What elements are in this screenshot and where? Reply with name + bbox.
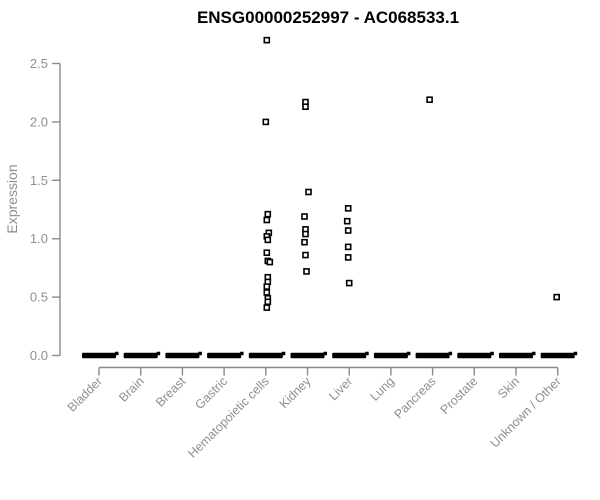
data-point (344, 227, 352, 234)
zero-expression-dash-edge (281, 351, 286, 356)
data-point (344, 243, 352, 251)
zero-expression-dash (290, 352, 325, 359)
x-category-label: Hematopoietic cells (185, 374, 272, 461)
data-point (266, 258, 274, 266)
data-point (262, 118, 270, 126)
x-category-label: Bladder (65, 374, 105, 414)
data-point (553, 293, 561, 301)
data-point (263, 249, 271, 257)
data-point (344, 254, 352, 261)
zero-expression-dash (540, 352, 575, 359)
zero-expression-dash (207, 352, 242, 359)
data-points-layer (82, 36, 578, 359)
data-point (263, 36, 271, 44)
data-point (345, 279, 353, 287)
data-point (263, 283, 271, 290)
zero-expression-dash (123, 352, 158, 359)
zero-expression-dash (82, 352, 116, 359)
data-point (264, 236, 272, 244)
zero-expression-dash (499, 352, 533, 359)
data-point (305, 188, 312, 196)
data-point (263, 216, 271, 224)
data-point (263, 289, 271, 296)
data-point (301, 238, 308, 246)
x-category-label: Brain (116, 374, 147, 405)
data-point (303, 268, 310, 275)
x-category-label: Skin (495, 374, 522, 401)
x-category-label: Gastric (192, 374, 230, 412)
data-point (264, 210, 272, 218)
zero-expression-dash-edge (115, 351, 119, 356)
data-point (301, 213, 308, 220)
x-category-label: Prostate (438, 374, 481, 417)
x-category-label: Pancreas (391, 374, 438, 421)
y-tick-label: 1.5 (30, 173, 48, 188)
zero-expression-dash (165, 352, 200, 359)
x-category-label: Liver (326, 374, 355, 403)
zero-expression-dash-edge (198, 351, 202, 356)
zero-expression-dash (373, 352, 408, 359)
zero-expression-dash-edge (156, 351, 161, 356)
data-point (302, 103, 309, 111)
y-tick-label: 2.5 (30, 56, 48, 71)
zero-expression-dash (457, 352, 492, 359)
x-category-label: Kidney (277, 374, 314, 411)
zero-expression-dash-edge (448, 351, 453, 356)
zero-expression-dash-edge (532, 351, 536, 356)
y-tick-label: 0.0 (30, 348, 48, 363)
chart-title: ENSG00000252997 - AC068533.1 (197, 8, 459, 27)
axes-layer: 0.0 0.5 1.0 1.5 2.0 2.5 Bladder Brain Breast Gast… (30, 56, 564, 461)
zero-expression-dash-edge (406, 351, 411, 356)
data-point (302, 251, 309, 259)
y-tick-label: 1.0 (30, 231, 48, 246)
zero-expression-dash-edge (323, 351, 327, 356)
zero-expression-dash-edge (573, 351, 578, 356)
y-tick-label: 2.0 (30, 114, 48, 129)
zero-expression-dash-edge (365, 351, 369, 356)
x-category-label: Breast (153, 374, 189, 410)
data-point (302, 230, 309, 238)
x-category-label: Unknown / Other (488, 374, 564, 450)
data-point (343, 217, 351, 225)
zero-expression-dash-edge (490, 351, 494, 356)
data-point (426, 96, 433, 104)
zero-expression-dash (248, 352, 283, 359)
zero-expression-dash-edge (240, 351, 244, 356)
y-tick-label: 0.5 (30, 290, 48, 305)
data-point (344, 205, 352, 212)
zero-expression-dash (332, 352, 367, 359)
x-category-label: Lung (367, 374, 397, 404)
data-point (263, 304, 271, 311)
y-axis-title: Expression (4, 164, 20, 233)
zero-expression-dash (415, 352, 450, 359)
data-point (264, 298, 272, 306)
